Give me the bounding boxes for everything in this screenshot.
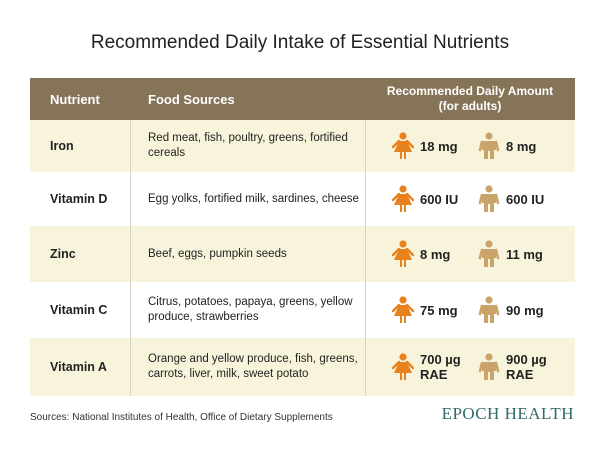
- female-icon: [392, 240, 414, 267]
- column-divider: [130, 282, 131, 338]
- female-amount: 600 IU: [420, 191, 459, 207]
- male-icon-wrap: [478, 172, 500, 226]
- male-icon: [478, 185, 500, 212]
- nutrient-name: Iron: [50, 139, 74, 153]
- header-subtext: (for adults): [438, 99, 502, 113]
- column-divider: [365, 226, 366, 282]
- female-icon-wrap: [392, 120, 414, 172]
- female-icon: [392, 132, 414, 159]
- female-icon-wrap: [392, 226, 414, 282]
- header-text: Recommended Daily Amount: [386, 84, 554, 98]
- table-header: Nutrient Food Sources Recommended Daily …: [30, 78, 575, 120]
- male-icon-wrap: [478, 226, 500, 282]
- food-sources: Orange and yellow produce, fish, greens,…: [148, 353, 358, 380]
- male-icon: [478, 353, 500, 380]
- column-divider: [365, 120, 366, 172]
- table-row: Zinc Beef, eggs, pumpkin seeds 8 mg 11 mg: [30, 226, 575, 282]
- table-row: Iron Red meat, fish, poultry, greens, for…: [30, 120, 575, 172]
- table-row: Vitamin D Egg yolks, fortified milk, sard…: [30, 172, 575, 226]
- female-icon: [392, 296, 414, 323]
- male-amount: 8 mg: [506, 138, 537, 154]
- female-amount: 700 µg RAE: [420, 352, 461, 382]
- table-row: Vitamin C Citrus, potatoes, papaya, green…: [30, 282, 575, 338]
- table-row: Vitamin A Orange and yellow produce, fish…: [30, 338, 575, 396]
- female-amount: 18 mg: [420, 138, 458, 154]
- food-sources: Beef, eggs, pumpkin seeds: [148, 247, 287, 260]
- female-amount: 8 mg: [420, 246, 451, 262]
- column-divider: [130, 226, 131, 282]
- column-divider: [130, 120, 131, 172]
- male-icon: [478, 132, 500, 159]
- nutrient-name: Vitamin D: [50, 192, 108, 206]
- male-icon: [478, 296, 500, 323]
- column-divider: [365, 282, 366, 338]
- nutrient-name: Vitamin C: [50, 303, 108, 317]
- female-icon: [392, 185, 414, 212]
- food-sources: Red meat, fish, poultry, greens, fortifi…: [148, 132, 348, 159]
- header-cell: Recommended Daily Amount (for adults): [365, 78, 575, 120]
- nutrient-name: Vitamin A: [50, 360, 107, 374]
- column-divider: [130, 172, 131, 226]
- male-icon-wrap: [478, 282, 500, 338]
- male-icon-wrap: [478, 120, 500, 172]
- male-icon: [478, 240, 500, 267]
- column-divider: [130, 338, 131, 396]
- nutrient-name: Zinc: [50, 247, 76, 261]
- female-icon-wrap: [392, 338, 414, 396]
- header-cell: Nutrient: [50, 91, 100, 107]
- food-sources: Egg yolks, fortified milk, sardines, che…: [148, 192, 359, 205]
- male-amount: 11 mg: [506, 246, 543, 262]
- source-note: Sources: National Institutes of Health, …: [30, 412, 333, 423]
- male-amount: 600 IU: [506, 191, 545, 207]
- female-icon: [392, 353, 414, 380]
- brand: EPOCH HEALTH: [441, 404, 574, 423]
- female-amount: 75 mg: [420, 302, 458, 318]
- female-icon-wrap: [392, 172, 414, 226]
- header-cell: Food Sources: [148, 91, 235, 107]
- male-amount: 900 µg RAE: [506, 352, 547, 382]
- male-amount: 90 mg: [506, 302, 544, 318]
- column-divider: [365, 172, 366, 226]
- male-icon-wrap: [478, 338, 500, 396]
- food-sources: Citrus, potatoes, papaya, greens, yellow…: [148, 296, 353, 323]
- title: Recommended Daily Intake of Essential Nu…: [90, 32, 510, 53]
- female-icon-wrap: [392, 282, 414, 338]
- column-divider: [365, 338, 366, 396]
